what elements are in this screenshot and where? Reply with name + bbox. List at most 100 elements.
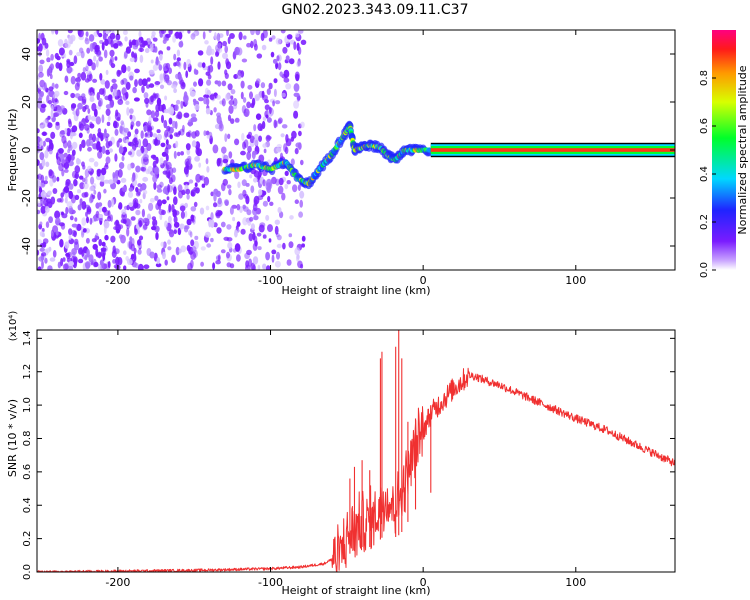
spectrogram-noise-blob bbox=[243, 35, 247, 40]
spectrogram-noise-blob bbox=[206, 79, 212, 86]
spectrogram-noise-blob bbox=[124, 36, 128, 42]
y-tick-label: 0.8 bbox=[22, 431, 33, 447]
spectrogram-noise-blob bbox=[49, 178, 54, 187]
spectrogram-noise-blob bbox=[125, 81, 131, 90]
spectrogram-noise-blob bbox=[281, 192, 286, 201]
spectrogram-noise-blob bbox=[63, 53, 67, 59]
spectrogram-noise-blob bbox=[82, 228, 87, 233]
spectrogram-noise-blob bbox=[85, 31, 89, 37]
spectrogram-noise-blob bbox=[98, 56, 103, 62]
spectrogram-noise-blob bbox=[182, 124, 185, 133]
spectrogram-noise-blob bbox=[234, 138, 240, 146]
spectrogram-noise-blob bbox=[279, 71, 284, 77]
spectrogram-noise-blob bbox=[217, 61, 221, 70]
spectrogram-noise-blob bbox=[39, 59, 45, 65]
spectrogram-noise-blob bbox=[275, 37, 282, 45]
spectrogram-noise-blob bbox=[234, 243, 241, 252]
spectrogram-noise-blob bbox=[56, 176, 60, 182]
spectrogram-noise-blob bbox=[88, 196, 94, 204]
spectrogram-noise-blob bbox=[190, 206, 197, 212]
spectrogram-noise-blob bbox=[127, 65, 131, 72]
spectrogram-noise-blob bbox=[115, 109, 119, 117]
spectrogram-noise-blob bbox=[86, 208, 91, 213]
spectrogram-noise-blob bbox=[224, 133, 228, 143]
spectrogram-noise-blob bbox=[206, 243, 212, 248]
spectrogram-noise-blob bbox=[56, 198, 62, 203]
spectrogram-noise-blob bbox=[271, 35, 276, 40]
spectrogram-noise-blob bbox=[190, 214, 195, 222]
spectrogram-noise-blob bbox=[236, 254, 241, 262]
spectrogram-noise-blob bbox=[277, 185, 284, 195]
spectrogram-noise-blob bbox=[97, 251, 102, 259]
spectrogram-noise-blob bbox=[215, 51, 219, 57]
spectrogram-noise-blob bbox=[95, 116, 102, 125]
spectrogram-noise-blob bbox=[165, 62, 171, 70]
spectrogram-noise-blob bbox=[293, 110, 299, 119]
spectrogram-noise-blob bbox=[48, 86, 54, 92]
spectrogram-noise-blob bbox=[70, 154, 75, 161]
spectrogram-noise-blob bbox=[125, 46, 131, 54]
spectrogram-noise-blob bbox=[261, 44, 267, 51]
spectrogram-noise-blob bbox=[68, 261, 74, 267]
spectrogram-noise-blob bbox=[298, 130, 302, 137]
spectrogram-noise-blob bbox=[271, 249, 277, 255]
spectrogram-noise-blob bbox=[89, 96, 95, 102]
spectrogram-noise-blob bbox=[146, 84, 150, 89]
spectrogram-noise-blob bbox=[266, 88, 271, 95]
spectrogram-noise-blob bbox=[266, 186, 272, 193]
colorbar: 0.0 0.2 0.4 0.6 0.8 Normalized spectral ampl… bbox=[699, 30, 749, 278]
spectrogram-noise-blob bbox=[246, 151, 252, 161]
spectrogram-noise-blob bbox=[247, 145, 252, 153]
spectrogram-noise-blob bbox=[197, 97, 204, 102]
spectrogram-noise-blob bbox=[200, 246, 206, 251]
spectrogram-noise-blob bbox=[37, 266, 42, 270]
spectrogram-noise-blob bbox=[58, 163, 64, 172]
spectrogram-noise-blob bbox=[156, 257, 161, 265]
spectrogram-noise-blob bbox=[217, 42, 222, 48]
spectrogram-noise-blob bbox=[271, 176, 277, 185]
spectrogram-noise-blob bbox=[84, 176, 88, 185]
spectrogram-noise-blob bbox=[183, 61, 187, 71]
spectrogram-noise-blob bbox=[133, 52, 138, 59]
spectrogram-noise-blob bbox=[144, 217, 148, 223]
spectrogram-noise-blob bbox=[295, 142, 302, 148]
spectrogram-noise-blob bbox=[294, 147, 299, 155]
spectrogram-noise-blob bbox=[240, 228, 246, 235]
spectrogram-noise-blob bbox=[283, 77, 290, 83]
spectrogram-noise-blob bbox=[83, 182, 89, 190]
spectrogram-noise-blob bbox=[154, 166, 160, 175]
spectrogram-noise-blob bbox=[243, 139, 249, 148]
spectrogram-noise-blob bbox=[37, 173, 43, 181]
spectrogram-noise-blob bbox=[102, 33, 108, 41]
spectrogram-noise-blob bbox=[274, 219, 280, 225]
spectrogram-noise-blob bbox=[191, 131, 197, 139]
spectrogram-noise-blob bbox=[81, 201, 87, 210]
spectrogram-noise-blob bbox=[246, 101, 252, 109]
spectrogram-noise-blob bbox=[125, 100, 130, 106]
spectrogram-noise-blob bbox=[121, 155, 125, 162]
spectrogram-noise-blob bbox=[265, 214, 270, 221]
spectrogram-noise-blob bbox=[96, 44, 100, 52]
x-tick-label: -100 bbox=[258, 576, 283, 589]
spectrogram-noise-blob bbox=[186, 148, 191, 156]
spectrogram-noise-blob bbox=[67, 153, 72, 162]
spectrogram-noise-blob bbox=[57, 39, 64, 47]
spectrogram-noise-blob bbox=[52, 250, 57, 258]
spectrogram-noise-blob bbox=[194, 235, 199, 240]
spectrogram-noise-blob bbox=[193, 68, 197, 75]
spectrogram-noise-blob bbox=[155, 202, 160, 211]
spectrogram-noise-blob bbox=[48, 169, 53, 177]
spectrogram-noise-blob bbox=[105, 141, 111, 149]
spectrogram-noise-blob bbox=[261, 90, 265, 98]
spectrogram-noise-blob bbox=[173, 186, 177, 196]
spectrogram-noise-blob bbox=[165, 169, 171, 179]
spectrogram-noise-blob bbox=[173, 221, 180, 228]
spectrogram-noise-blob bbox=[229, 206, 234, 215]
spectrogram-noise-blob bbox=[37, 142, 40, 150]
spectrogram-noise-blob bbox=[112, 83, 118, 90]
spectrogram-noise-blob bbox=[132, 86, 137, 94]
spectrogram-noise-blob bbox=[288, 58, 295, 65]
spectrogram-noise-blob bbox=[205, 107, 209, 115]
spectrogram-noise-blob bbox=[105, 149, 111, 155]
spectrogram-noise-blob bbox=[54, 210, 61, 219]
